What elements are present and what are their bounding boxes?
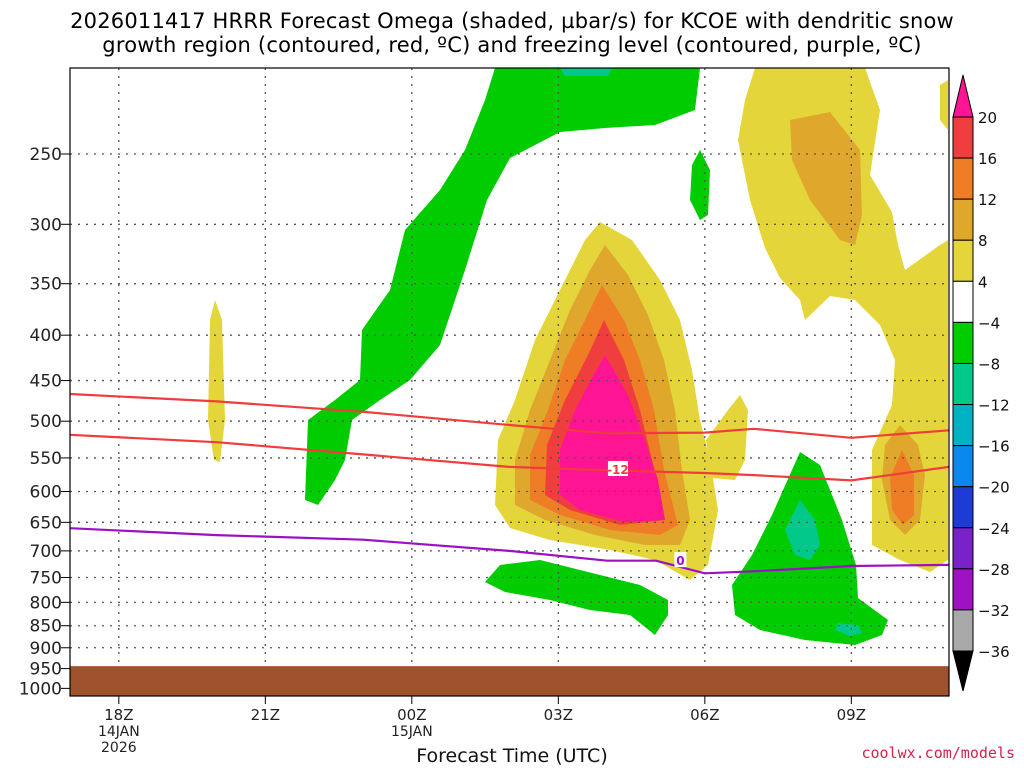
y-axis-labels: 2503003504004505005506006507007508008509… [19,145,70,699]
x-tick-sublabel: 2026 [101,740,137,756]
colorbar-label: −20 [978,479,1010,497]
plot-frame [69,67,950,697]
temperature-contours: -12 0 [70,392,949,575]
colorbar-swatch [952,280,974,323]
chart-title-line2: growth region (contoured, red, ºC) and f… [102,33,922,57]
omega-region-minus8-top [560,68,612,76]
y-tick-label: 950 [30,660,62,680]
x-tick-label: 06Z [690,706,719,724]
y-tick-label: 450 [30,372,62,392]
colorbar-label: −24 [978,520,1010,538]
x-tick-label: 09Z [837,706,866,724]
y-tick-label: 900 [30,639,62,659]
chart-title-line1: 2026011417 HRRR Forecast Omega (shaded, … [70,9,954,33]
colorbar-label: −16 [978,438,1010,456]
y-tick-label: 850 [30,617,62,637]
colorbar-swatch [952,362,974,406]
omega-region-plus12-right-low [890,450,914,525]
omega-shading [208,68,948,645]
x-tick-label: 00Z [397,706,426,724]
colorbar-swatch [952,404,974,447]
purple-contour-label: 0 [676,554,684,568]
colorbar-label: 16 [978,150,997,168]
colorbar-swatch [952,527,974,570]
omega-region-plus4-sliver [208,300,225,462]
omega-region-plus8-right [790,112,862,245]
colorbar-label: −12 [978,397,1010,415]
y-tick-label: 1000 [19,679,62,699]
y-tick-label: 300 [30,215,62,235]
colorbar-swatch [952,568,974,611]
freezing-level-contour [70,527,949,575]
x-axis-title: Forecast Time (UTC) [416,745,608,767]
red-contour-lower [70,433,949,482]
y-tick-label: 650 [30,513,62,533]
omega-region-plus20-main [560,355,665,522]
y-tick-label: 800 [30,593,62,613]
red-contour-upper [70,392,949,439]
colorbar-swatch [952,486,974,529]
red-contour-label: -12 [607,463,629,477]
y-tick-label: 500 [30,412,62,432]
y-tick-label: 700 [30,542,62,562]
colorbar-label: 8 [978,232,988,250]
colorbar-swatch [952,116,974,159]
x-tick-sublabel: 15JAN [391,724,433,740]
colorbar-top-arrow [952,74,974,118]
colorbar-swatch [952,321,974,364]
omega-region-plus4-edge [940,80,948,130]
x-tick-label: 18Z [104,706,133,724]
omega-region-plus4-small [706,395,748,480]
colorbar-label: 12 [978,191,997,209]
colorbar-label: −28 [978,561,1010,579]
contour-label-bg [607,460,628,476]
contour-label-bg [674,552,687,568]
colorbar-label: 4 [978,273,988,291]
ground-fill [70,666,949,696]
colorbar-bottom-arrow [952,650,974,692]
colorbar-swatch [952,445,974,488]
x-tick-label: 03Z [544,706,573,724]
colorbar-label: −8 [978,355,1000,373]
colorbar-label: −32 [978,602,1010,620]
gridlines [70,68,949,696]
colorbar-swatch [952,239,974,282]
colorbar-swatch [952,198,974,241]
omega-region-minus4-lower [485,560,668,635]
omega-region-minus4-06z [690,150,710,220]
ground-layer [70,666,949,696]
site-credit: coolwx.com/models [861,744,1015,762]
y-tick-label: 400 [30,326,62,346]
colorbar-label: −4 [978,314,1000,332]
colorbar: 20 16 12 8 4 −4 −8 −12 −16 −20 −24 −28 −32 −36 [952,74,1010,692]
y-tick-label: 600 [30,482,62,502]
omega-region-minus4-upper [305,68,700,505]
colorbar-swatch [952,157,974,200]
y-tick-label: 350 [30,275,62,295]
y-tick-label: 250 [30,145,62,165]
colorbar-swatch [952,609,974,652]
colorbar-label: 20 [978,109,997,127]
x-tick-sublabel: 14JAN [98,724,140,740]
omega-region-minus8-lower-right [785,500,820,560]
y-tick-label: 550 [30,449,62,469]
colorbar-label: −36 [978,643,1010,661]
y-tick-label: 750 [30,568,62,588]
x-tick-label: 21Z [251,706,280,724]
